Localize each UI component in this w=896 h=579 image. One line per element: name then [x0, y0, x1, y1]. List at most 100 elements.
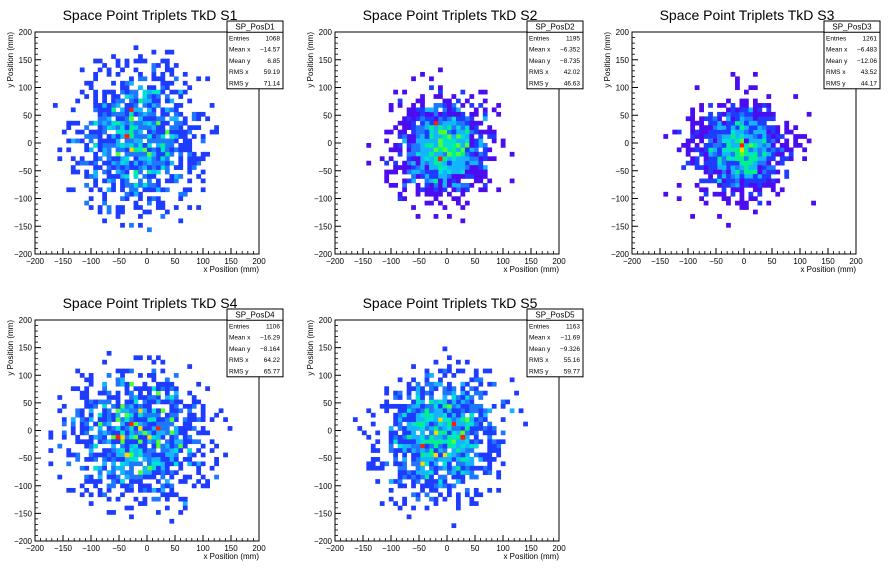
histogram-bin: [138, 214, 143, 219]
histogram-bin: [451, 138, 457, 144]
histogram-bin: [744, 107, 749, 113]
histogram-bin: [379, 461, 385, 467]
histogram-bin: [93, 483, 99, 489]
histogram-bin: [491, 457, 497, 462]
histogram-bin: [721, 147, 727, 153]
histogram-bin: [690, 129, 696, 135]
histogram-bin: [111, 417, 116, 422]
histogram-bin: [196, 76, 202, 82]
histogram-bin: [88, 408, 94, 414]
histogram-bin: [133, 457, 139, 462]
histogram-bin: [690, 156, 696, 162]
histogram-bin: [88, 457, 94, 462]
histogram-bin: [455, 116, 461, 122]
y-tick-label: −50: [615, 167, 629, 176]
histogram-bin: [433, 143, 439, 148]
histogram-bin: [397, 465, 403, 471]
histogram-bin: [415, 421, 421, 427]
histogram-bin: [115, 390, 121, 396]
histogram-bin: [429, 430, 434, 436]
histogram-bin: [460, 452, 466, 458]
histogram-bin: [788, 156, 794, 162]
y-tick-label: −100: [14, 195, 33, 204]
histogram-bin: [93, 421, 99, 427]
histogram-bin: [133, 205, 139, 210]
histogram-bin: [124, 156, 130, 162]
histogram-bin: [438, 381, 443, 387]
stats-row-label: Entries: [229, 323, 250, 330]
x-tick-label: 0: [445, 257, 450, 266]
histogram-bin: [744, 134, 749, 139]
histogram-bin: [102, 452, 107, 458]
histogram-bin: [142, 496, 148, 502]
histogram-bin: [739, 160, 745, 166]
histogram-bin: [757, 107, 763, 113]
histogram-bin: [124, 470, 130, 475]
histogram-bin: [433, 479, 439, 484]
histogram-bin: [120, 448, 125, 453]
histogram-bin: [752, 71, 758, 77]
histogram-bin: [111, 452, 116, 458]
histogram-bin: [406, 138, 412, 144]
histogram-bin: [142, 156, 148, 162]
histogram-bin: [433, 501, 439, 506]
histogram-bin: [388, 487, 394, 493]
histogram-bin: [142, 408, 148, 414]
histogram-bin: [388, 443, 394, 449]
histogram-cells: [48, 350, 233, 524]
histogram-bin: [433, 381, 439, 387]
histogram-bin: [455, 403, 461, 409]
histogram-bin: [106, 474, 112, 480]
histogram-bin: [178, 465, 184, 471]
histogram-bin: [97, 492, 103, 498]
histogram-bin: [160, 381, 166, 387]
histogram-bin: [120, 107, 125, 113]
histogram-bin: [75, 457, 81, 462]
histogram-bin: [433, 399, 439, 405]
histogram-bin: [420, 426, 425, 431]
y-tick-label: 200: [19, 316, 33, 325]
histogram-bin: [187, 448, 193, 453]
histogram-bin: [420, 386, 425, 392]
histogram-bin: [451, 421, 457, 427]
histogram-bin: [438, 120, 443, 126]
histogram-bin: [415, 165, 421, 170]
histogram-bin: [770, 156, 776, 162]
histogram-bin: [70, 417, 76, 422]
histogram-bin: [748, 125, 754, 130]
histogram-bin: [712, 151, 718, 157]
histogram-bin: [205, 430, 211, 436]
x-tick-label: 50: [471, 544, 480, 553]
histogram-bin: [455, 399, 461, 405]
histogram-bin: [491, 443, 497, 449]
histogram-bin: [429, 426, 434, 431]
histogram-bin: [406, 120, 412, 126]
chart-title: Space Point Triplets TkD S3: [660, 7, 835, 23]
histogram-bin: [424, 439, 430, 445]
histogram-bin: [129, 222, 134, 228]
histogram-bin: [147, 448, 152, 453]
histogram-bin: [169, 67, 175, 73]
histogram-bin: [178, 165, 184, 170]
stats-row-label: RMS x: [529, 357, 549, 364]
histogram-bin: [469, 421, 475, 427]
histogram-bin: [717, 214, 722, 219]
histogram-bin: [120, 381, 125, 387]
histogram-bin: [482, 182, 488, 188]
histogram-bin: [757, 138, 763, 144]
histogram-bin: [447, 134, 452, 139]
histogram-bin: [48, 434, 54, 440]
histogram-bin: [455, 147, 461, 153]
histogram-bin: [420, 147, 425, 153]
histogram-bin: [155, 63, 161, 68]
histogram-bin: [473, 129, 479, 135]
histogram-bin: [205, 116, 211, 122]
histogram-bin: [442, 134, 448, 139]
histogram-bin: [469, 439, 475, 445]
histogram-bin: [433, 452, 439, 458]
histogram-bin: [155, 89, 161, 95]
histogram-bin: [460, 470, 466, 475]
histogram-bin: [442, 408, 448, 414]
x-tick-label: −100: [382, 257, 401, 266]
